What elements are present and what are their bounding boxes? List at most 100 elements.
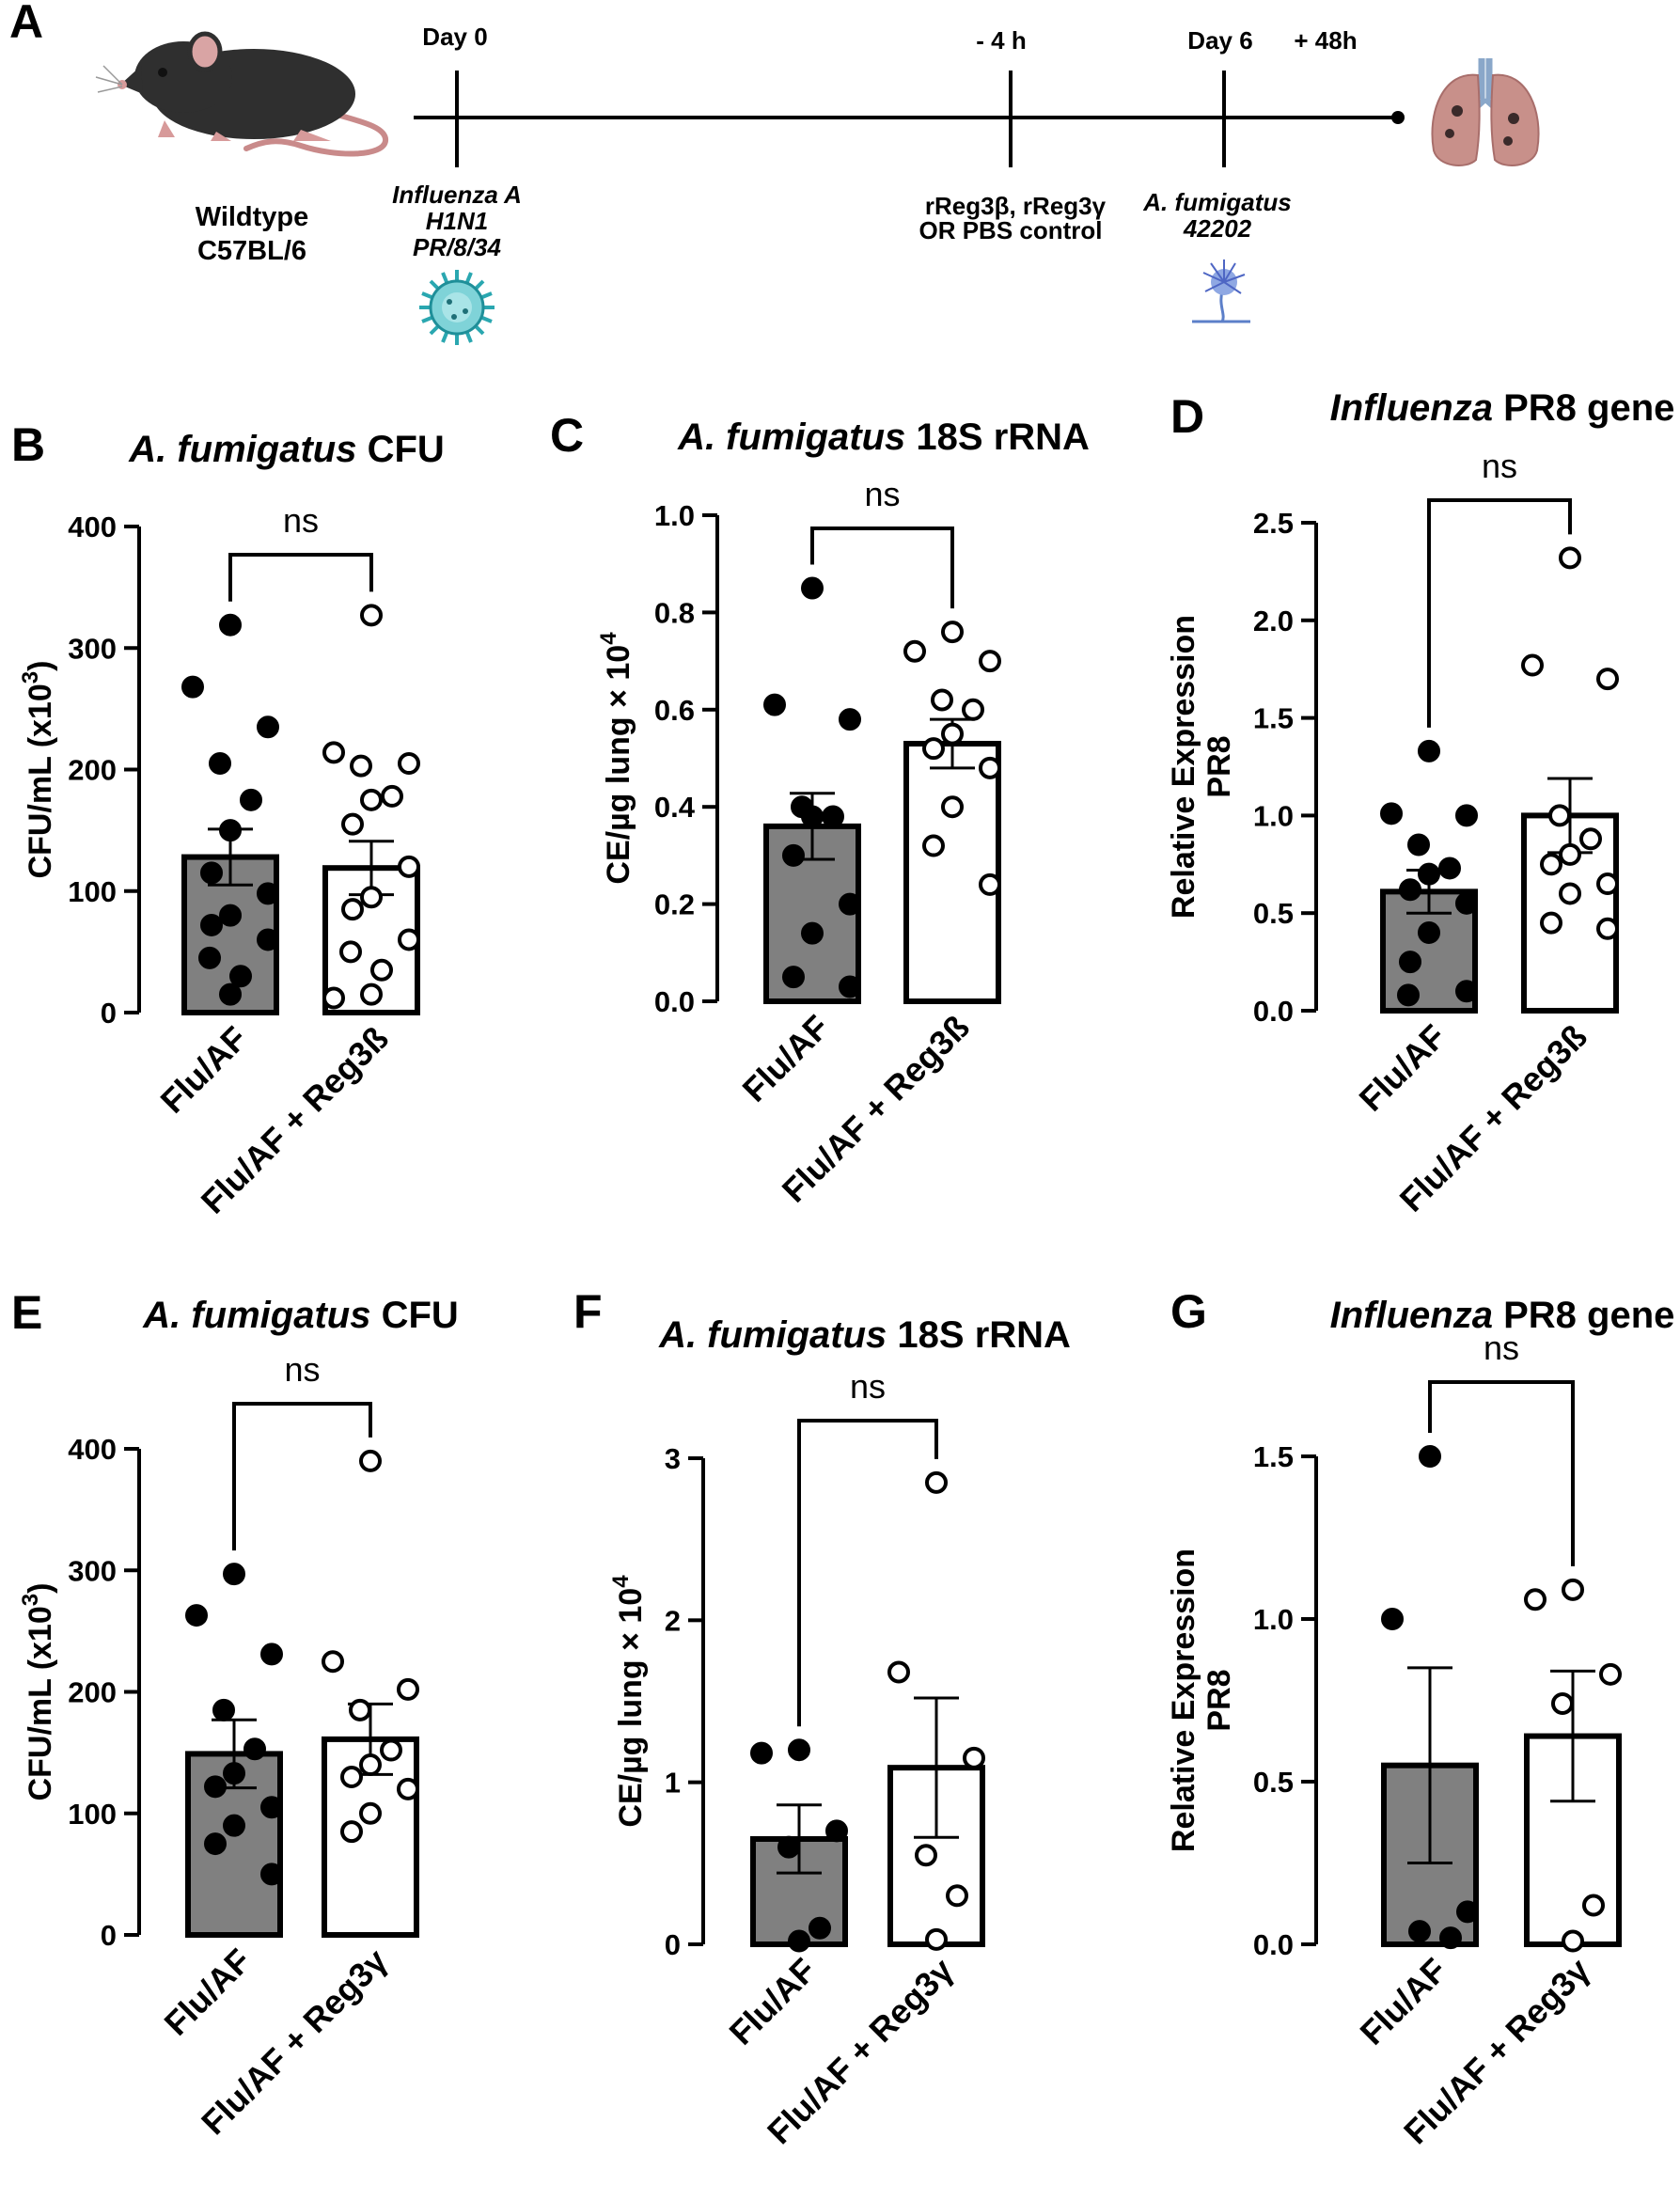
panel-label-e: E	[11, 1286, 42, 1339]
y-tick-label-f-0: 0	[665, 1928, 681, 1961]
y-tick-label-c-0: 0.0	[654, 985, 695, 1018]
point-d-1-3	[1548, 804, 1571, 827]
point-b-1-11	[339, 940, 362, 964]
point-b-0-11	[198, 946, 221, 969]
y-axis-label-e: CFU/mL (x103)	[18, 1583, 58, 1801]
point-g-1-1	[1524, 1588, 1547, 1611]
point-e-0-4	[243, 1737, 266, 1761]
point-d-0-1	[1380, 802, 1403, 825]
point-d-0-5	[1418, 862, 1440, 886]
category-label-f-0: Flu/AF	[721, 1951, 823, 2052]
point-b-0-2	[257, 715, 279, 739]
y-axis-label-e-tail: )	[23, 1583, 58, 1594]
event-label-minus4h: - 4 h	[976, 26, 1026, 55]
point-g-0-0	[1419, 1445, 1441, 1468]
panel-g-chart: G Influenza PR8 gene 0.0 0.5 1.0 1.5 Relative …	[1166, 1285, 1674, 2151]
y-axis-label-c: CE/µg lung × 104	[596, 632, 636, 885]
y-tick-label-c-1: 0.2	[654, 888, 695, 921]
point-d-1-7	[1596, 872, 1619, 896]
panel-b-chart: B A. fumigatus CFU 0 100 200 300 400 CFU/mL (x1…	[11, 418, 445, 1221]
timeline-end-dot	[1391, 111, 1405, 124]
y-tick-label-f-2: 2	[665, 1604, 681, 1637]
point-d-1-1	[1521, 653, 1544, 677]
event-desc-day6-2: 42202	[1183, 214, 1252, 243]
point-d-0-9	[1399, 951, 1421, 974]
point-f-0-2	[825, 1819, 848, 1843]
point-e-1-1	[322, 1650, 344, 1674]
point-e-0-1	[185, 1604, 208, 1627]
point-g-1-0	[1562, 1578, 1584, 1601]
point-b-0-8	[219, 904, 242, 927]
panel-c-chart: C A. fumigatus 18S rRNA 0.0 0.2 0.4 0.6 0.8 1.0…	[550, 409, 1090, 1210]
point-b-0-13	[219, 982, 242, 1006]
y-axis-label-b-tail: )	[23, 661, 58, 671]
point-b-0-0	[219, 613, 242, 637]
chart-title-d: Influenza PR8 gene	[1330, 387, 1675, 429]
point-b-1-0	[360, 604, 383, 627]
point-c-1-10	[979, 872, 1001, 896]
y-axis-label-c-main: CE/µg lung × 10	[601, 645, 636, 885]
point-d-0-0	[1418, 739, 1440, 762]
point-c-0-10	[839, 975, 861, 998]
chart-title-g-part-0: Influenza	[1330, 1295, 1493, 1336]
point-e-0-8	[223, 1814, 245, 1837]
event-desc-day0-3: PR/8/34	[413, 233, 501, 261]
point-f-1-2	[963, 1746, 985, 1769]
category-label-b-0: Flu/AF	[152, 1019, 254, 1121]
y-tick-label-d-5: 2.5	[1253, 507, 1294, 540]
chart-title-g-part-1: PR8 gene	[1493, 1295, 1674, 1336]
point-d-1-6	[1540, 853, 1562, 876]
point-f-1-3	[915, 1844, 937, 1867]
point-b-1-12	[370, 958, 393, 982]
y-tick-label-g-2: 1.0	[1253, 1603, 1294, 1636]
point-e-1-3	[349, 1698, 371, 1721]
point-b-1-6	[341, 812, 364, 836]
y-tick-label-d-0: 0.0	[1253, 995, 1294, 1028]
point-b-1-8	[360, 886, 383, 909]
category-label-e-0: Flu/AF	[156, 1941, 258, 2043]
y-tick-label-e-2: 200	[68, 1676, 117, 1709]
chart-title-f-part-1: 18S rRNA	[887, 1314, 1071, 1356]
point-e-0-2	[260, 1643, 283, 1666]
y-tick-label-b-4: 400	[68, 511, 117, 543]
strain-line-1: Wildtype	[196, 202, 309, 232]
point-f-1-5	[925, 1927, 948, 1951]
y-tick-label-b-2: 200	[68, 754, 117, 787]
significance-label-b: ns	[283, 501, 319, 540]
point-d-0-6	[1399, 878, 1421, 902]
point-c-0-6	[782, 843, 805, 867]
point-e-0-3	[212, 1698, 235, 1721]
point-f-1-1	[887, 1660, 910, 1684]
lungs-icon	[1431, 58, 1540, 166]
y-tick-label-e-0: 0	[101, 1919, 117, 1952]
chart-title-b: A. fumigatus CFU	[128, 429, 445, 470]
y-axis-label-f-sup: 4	[608, 1575, 634, 1588]
point-d-0-3	[1407, 833, 1430, 857]
point-f-1-0	[925, 1470, 948, 1494]
point-f-0-5	[788, 1929, 810, 1953]
point-e-0-5	[223, 1762, 245, 1785]
point-e-1-4	[380, 1738, 402, 1762]
point-e-1-5	[359, 1753, 382, 1777]
panel-label-c: C	[550, 409, 584, 462]
y-tick-label-g-1: 0.5	[1253, 1766, 1294, 1799]
point-g-1-5	[1562, 1929, 1584, 1953]
point-c-0-8	[801, 921, 824, 945]
bar-c-1	[903, 740, 1001, 1004]
chart-title-c: A. fumigatus 18S rRNA	[677, 417, 1090, 458]
y-tick-label-f-3: 3	[665, 1442, 681, 1475]
significance-label-d: ns	[1482, 447, 1517, 485]
significance-label-e: ns	[284, 1350, 320, 1389]
y-tick-label-d-2: 1.0	[1253, 799, 1294, 832]
category-label-d-0: Flu/AF	[1351, 1017, 1452, 1119]
point-c-0-9	[782, 966, 805, 989]
point-c-1-2	[979, 650, 1001, 673]
point-g-1-3	[1551, 1691, 1574, 1715]
significance-label-c: ns	[864, 475, 900, 513]
y-tick-label-d-4: 2.0	[1253, 605, 1294, 637]
point-f-0-4	[809, 1916, 831, 1940]
chart-title-b-part-1: CFU	[356, 429, 444, 470]
chart-title-d-part-0: Influenza	[1330, 387, 1493, 429]
mouse-illustration	[95, 31, 388, 157]
